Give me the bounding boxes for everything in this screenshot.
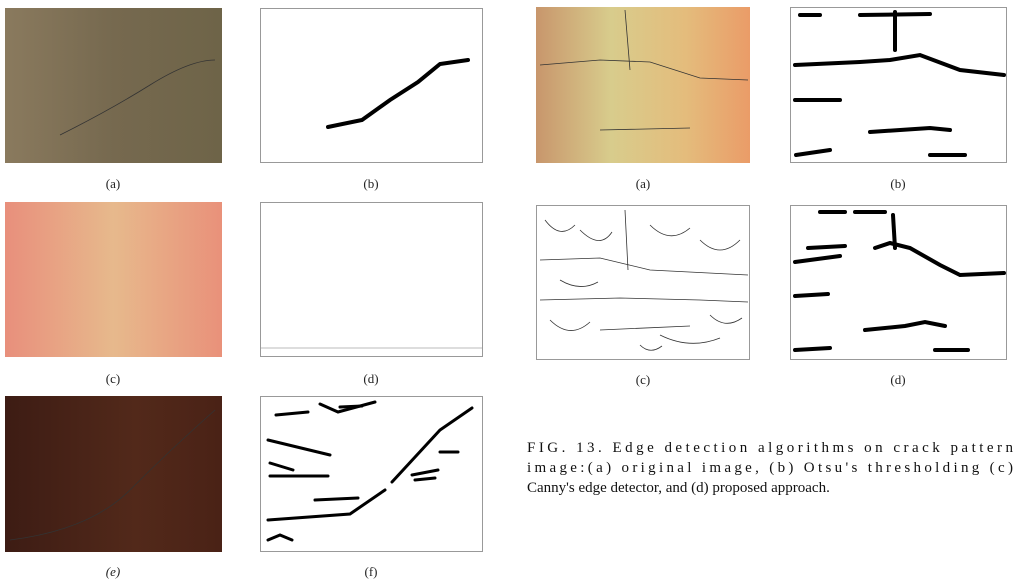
caption: FIG. 13. Edge detection algorithms on cr… <box>527 440 1014 496</box>
panel-label: (e) <box>106 564 120 579</box>
panel-c <box>537 206 750 360</box>
caption-line: image:(a) original image, (b) Otsu's thr… <box>527 460 1013 476</box>
panel-f <box>261 397 483 552</box>
image-c <box>5 202 222 357</box>
panel-label: (c) <box>106 371 120 386</box>
caption-line: Canny's edge detector, and (d) proposed … <box>527 480 830 496</box>
panel-label: (b) <box>890 176 905 191</box>
panel-label: (f) <box>365 564 378 579</box>
panel-label: (d) <box>890 372 905 387</box>
image-a <box>536 7 750 163</box>
caption-line: FIG. 13. Edge detection algorithms on cr… <box>527 440 1014 456</box>
image-e <box>5 396 222 552</box>
panel-labels: (a) (b) (c) (d) (e) (f) (a) (b) (c) (d) <box>106 176 906 579</box>
panel-label: (a) <box>106 176 120 191</box>
panel-label: (d) <box>363 371 378 386</box>
left-figure <box>5 8 483 552</box>
figure-page: (a) (b) (c) (d) (e) (f) (a) (b) (c) (d) … <box>0 0 1015 586</box>
image-a <box>5 8 222 163</box>
panel-label: (a) <box>636 176 650 191</box>
panel-b <box>261 9 483 163</box>
panel-d <box>791 206 1007 360</box>
panel-label: (c) <box>636 372 650 387</box>
panel-label: (b) <box>363 176 378 191</box>
page: (a) (b) (c) (d) (e) (f) (a) (b) (c) (d) … <box>0 0 1015 586</box>
right-figure <box>536 7 1007 360</box>
panel-d <box>261 203 483 357</box>
panel-b <box>791 8 1007 163</box>
